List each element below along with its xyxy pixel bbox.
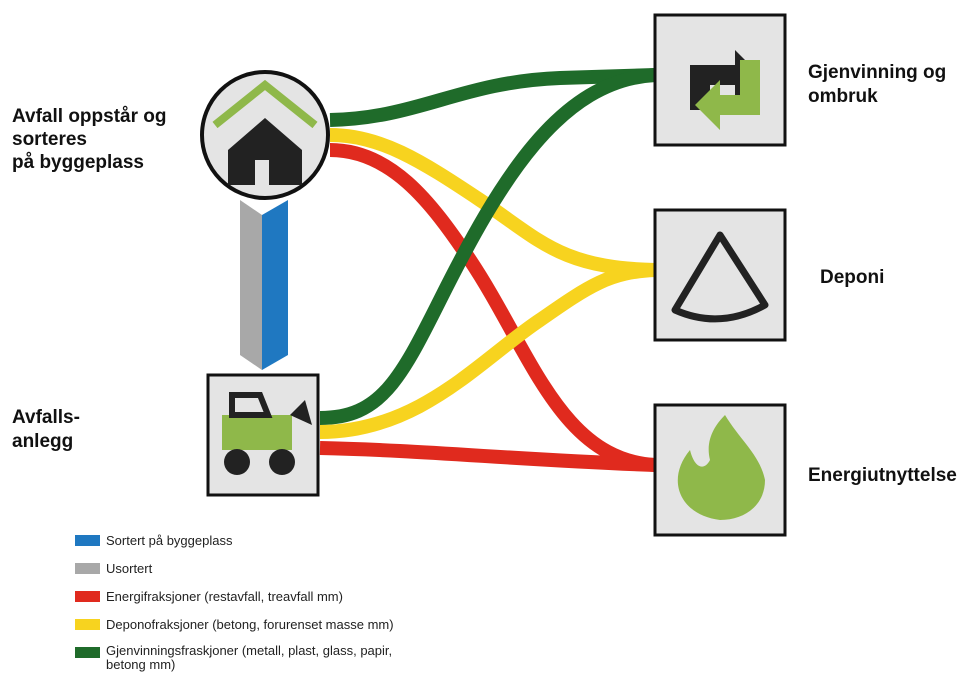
legend-label: Energifraksjoner (restavfall, treavfall … — [106, 589, 343, 604]
flow-green — [329, 68, 656, 127]
label-line: Energifraksjoner (restavfall, treavfall … — [106, 589, 343, 604]
node-label: Avfall oppstår og sorteres på byggeplass — [12, 106, 172, 173]
legend-swatch — [75, 591, 100, 602]
label-line: på byggeplass — [12, 152, 144, 173]
node-label: Deponi — [820, 267, 884, 288]
energy-icon — [653, 403, 787, 537]
legend-swatch — [75, 563, 100, 574]
legend-label: Sortert på byggeplass — [106, 533, 233, 548]
label-line: Deponofraksjoner (betong, forurenset mas… — [106, 617, 394, 632]
flow-yellow-2 — [319, 263, 656, 439]
legend-label: Deponofraksjoner (betong, forurenset mas… — [106, 617, 394, 632]
legend-label: Gjenvinningsfraskjoner (metall, plast, g… — [106, 643, 396, 672]
facility-icon — [206, 373, 320, 497]
label-line: ombruk — [808, 86, 878, 107]
label-line: Deponi — [820, 267, 884, 288]
sorted-bar — [262, 200, 288, 370]
legend: Sortert på byggeplass Usortert Energifra… — [75, 533, 396, 672]
node-label: Gjenvinning og ombruk — [808, 62, 952, 107]
label-line: Gjenvinning og — [808, 62, 946, 83]
flow-red-2 — [319, 441, 656, 472]
site-icon — [200, 70, 330, 200]
label-line: Energiutnyttelse — [808, 465, 957, 486]
label-line: Avfalls- — [12, 407, 80, 428]
legend-swatch — [75, 619, 100, 630]
unsorted-bar — [240, 200, 262, 370]
flow-yellow — [329, 128, 656, 277]
landfill-icon — [653, 208, 787, 342]
label-line: Usortert — [106, 561, 153, 576]
label-line: sorteres — [12, 129, 87, 150]
node-label: Energiutnyttelse — [808, 465, 957, 486]
legend-swatch — [75, 647, 100, 658]
recycle-icon — [653, 13, 787, 147]
node-label: Avfalls- anlegg — [12, 407, 85, 452]
flow-green-2 — [319, 68, 656, 425]
flows — [319, 68, 656, 472]
label-line: Avfall oppstår og — [12, 106, 166, 127]
label-line: Gjenvinningsfraskjoner (metall, plast, g… — [106, 643, 392, 658]
legend-label: Usortert — [106, 561, 153, 576]
legend-swatch — [75, 535, 100, 546]
label-line: anlegg — [12, 431, 73, 452]
label-line: Sortert på byggeplass — [106, 533, 233, 548]
label-line: betong mm) — [106, 657, 175, 672]
flow-red — [329, 143, 656, 472]
